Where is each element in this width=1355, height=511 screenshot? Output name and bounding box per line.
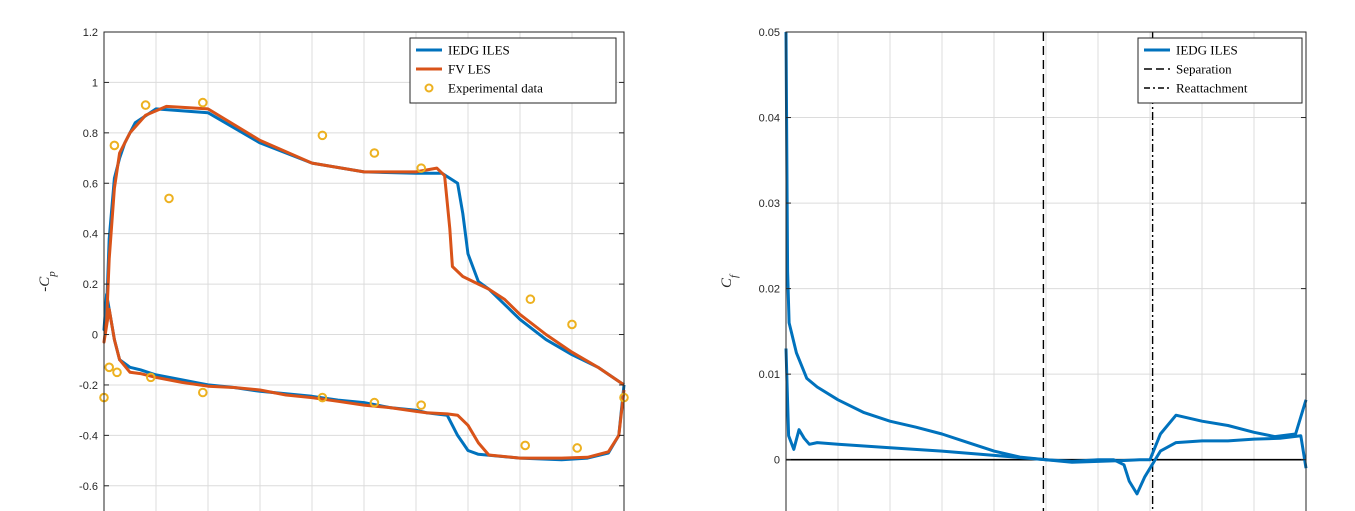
cp-ytick-label-4: 0.4 — [83, 229, 98, 241]
cp-ytick-label-1: 1 — [92, 77, 98, 89]
cf-y-axis-label: Cf — [719, 273, 740, 288]
cp-exp-point-8 — [317, 130, 328, 141]
cp-series-group — [99, 97, 629, 462]
cf-legend-iedg-label: IEDG ILES — [1176, 43, 1238, 58]
cf-legend: IEDG ILES Separation Reattachment — [1137, 37, 1303, 104]
cp-ytick-label-0: 1.2 — [83, 27, 98, 39]
cp-ytick-label-9: -0.6 — [79, 481, 98, 493]
cp-exp-point-15 — [317, 392, 328, 403]
cf-ytick-label-3: 0.02 — [759, 284, 780, 296]
cp-exp-point-14 — [198, 387, 208, 398]
cp-exp-point-11 — [525, 294, 536, 305]
cp-exp-point-10 — [416, 163, 427, 173]
cp-legend-exp-label: Experimental data — [448, 81, 543, 96]
cp-exp-point-6 — [140, 100, 151, 110]
cp-grid — [104, 31, 624, 511]
cf-ytick-label-5: 0 — [774, 455, 780, 467]
cp-exp-point-9 — [369, 148, 380, 158]
cf-plot-frame — [785, 31, 1307, 511]
cp-y-ticks: 1.2 1 0.8 0.6 0.4 0.2 0 -0.2 -0.4 -0.6 — [79, 27, 624, 493]
cp-exp-point-7 — [198, 97, 208, 108]
cp-ytick-label-7: -0.2 — [79, 380, 98, 392]
cp-ytick-label-5: 0.2 — [83, 279, 98, 291]
cp-ytick-label-2: 0.8 — [83, 128, 98, 140]
cp-ytick-label-8: -0.4 — [79, 430, 98, 442]
cp-plot-frame — [103, 31, 625, 511]
cp-series-line-1 — [102, 104, 626, 460]
cf-ytick-label-2: 0.03 — [759, 198, 780, 210]
cp-ytick-label-3: 0.6 — [83, 178, 98, 190]
cp-legend-fv-label: FV LES — [448, 62, 491, 77]
cf-ytick-label-4: 0.01 — [759, 369, 780, 381]
cp-exp-point-2 — [112, 367, 122, 378]
cf-series-line-1 — [784, 348, 1308, 496]
cf-legend-separation-label: Separation — [1176, 62, 1232, 77]
cp-exp-point-19 — [572, 443, 583, 453]
cp-exp-point-16 — [369, 397, 380, 408]
cf-ytick-label-0: 0.05 — [759, 27, 780, 39]
cp-legend-exp-marker — [424, 83, 434, 93]
cf-y-ticks: 0.05 0.04 0.03 0.02 0.01 0 — [759, 27, 1306, 467]
cp-exp-point-4 — [164, 193, 174, 204]
cp-exp-point-1 — [104, 362, 114, 373]
cp-exp-point-5 — [109, 140, 120, 151]
cf-y-axis-label-main: C — [719, 277, 735, 288]
cp-chart: 1.2 1 0.8 0.6 0.4 0.2 0 -0.2 -0.4 -0.6 -Cp IEDG I… — [37, 27, 629, 511]
cp-legend: IEDG ILES FV LES Experimental data — [409, 37, 617, 104]
cf-ytick-label-1: 0.04 — [759, 113, 780, 125]
cp-exp-point-3 — [146, 372, 156, 383]
cp-exp-point-17 — [416, 400, 427, 410]
cp-legend-box — [409, 37, 617, 104]
cp-y-axis-label-main: -C — [37, 276, 53, 292]
cf-legend-reattachment-label: Reattachment — [1176, 81, 1248, 96]
cf-grid — [786, 31, 1306, 511]
cp-legend-iedg-label: IEDG ILES — [448, 43, 510, 58]
cf-y-axis-label-sub: f — [728, 273, 740, 278]
cp-y-axis-label-sub: p — [46, 271, 58, 278]
cp-ytick-label-6: 0 — [92, 330, 98, 342]
cp-y-axis-label: -Cp — [37, 271, 58, 292]
cf-chart: 0.05 0.04 0.03 0.02 0.01 0 Cf IEDG ILES Separ… — [719, 27, 1308, 511]
cp-exp-point-12 — [567, 319, 577, 330]
cf-series-group — [784, 31, 1308, 496]
cp-exp-point-18 — [520, 440, 531, 451]
